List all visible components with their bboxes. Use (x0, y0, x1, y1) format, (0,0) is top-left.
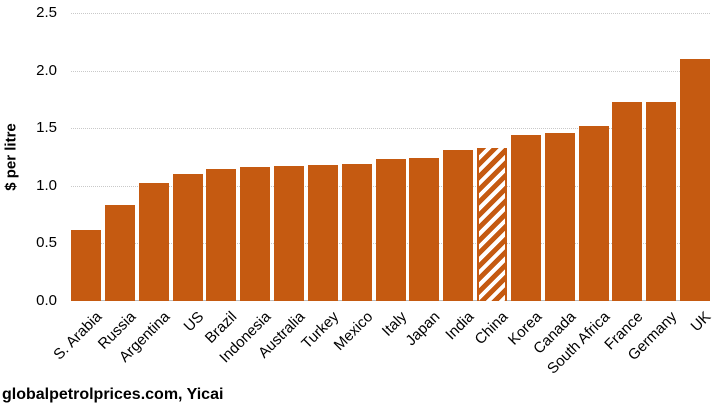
bar-canada (545, 133, 575, 301)
gridline (71, 128, 710, 129)
bar-turkey (308, 165, 338, 301)
bar-brazil (206, 169, 236, 301)
y-tick-label: 2.0 (36, 61, 57, 79)
bar-australia (274, 166, 304, 301)
gridline (71, 71, 710, 72)
bar-germany (646, 102, 676, 301)
bar-china (477, 148, 507, 301)
bar-indonesia (240, 167, 270, 301)
bar-japan (409, 158, 439, 301)
bar-mexico (342, 164, 372, 301)
bar-korea (511, 135, 541, 301)
bar-uk (680, 59, 710, 301)
y-tick-label: 1.5 (36, 119, 57, 137)
x-axis-labels: S. Arabia Russia Argentina US Brazil Indonesi… (50, 301, 714, 396)
bar-russia (105, 205, 135, 301)
bar-south-africa (579, 126, 609, 301)
bar-france (612, 102, 642, 301)
bar-argentina (139, 183, 169, 301)
y-axis-tick-labels: 0.0 0.5 1.0 1.5 2.0 2.5 (0, 0, 57, 414)
gridline (71, 13, 710, 14)
bar-us (173, 174, 203, 301)
y-tick-label: 0.5 (36, 234, 57, 252)
y-tick-label: 0.0 (36, 292, 57, 309)
bar-italy (376, 159, 406, 301)
bar-india (443, 150, 473, 301)
y-tick-label: 1.0 (36, 176, 57, 194)
source-note: globalpetrolprices.com, Yicai (2, 386, 224, 403)
y-tick-label: 2.5 (36, 4, 57, 21)
bar-s-arabia (71, 230, 101, 301)
plot-area (71, 13, 710, 301)
